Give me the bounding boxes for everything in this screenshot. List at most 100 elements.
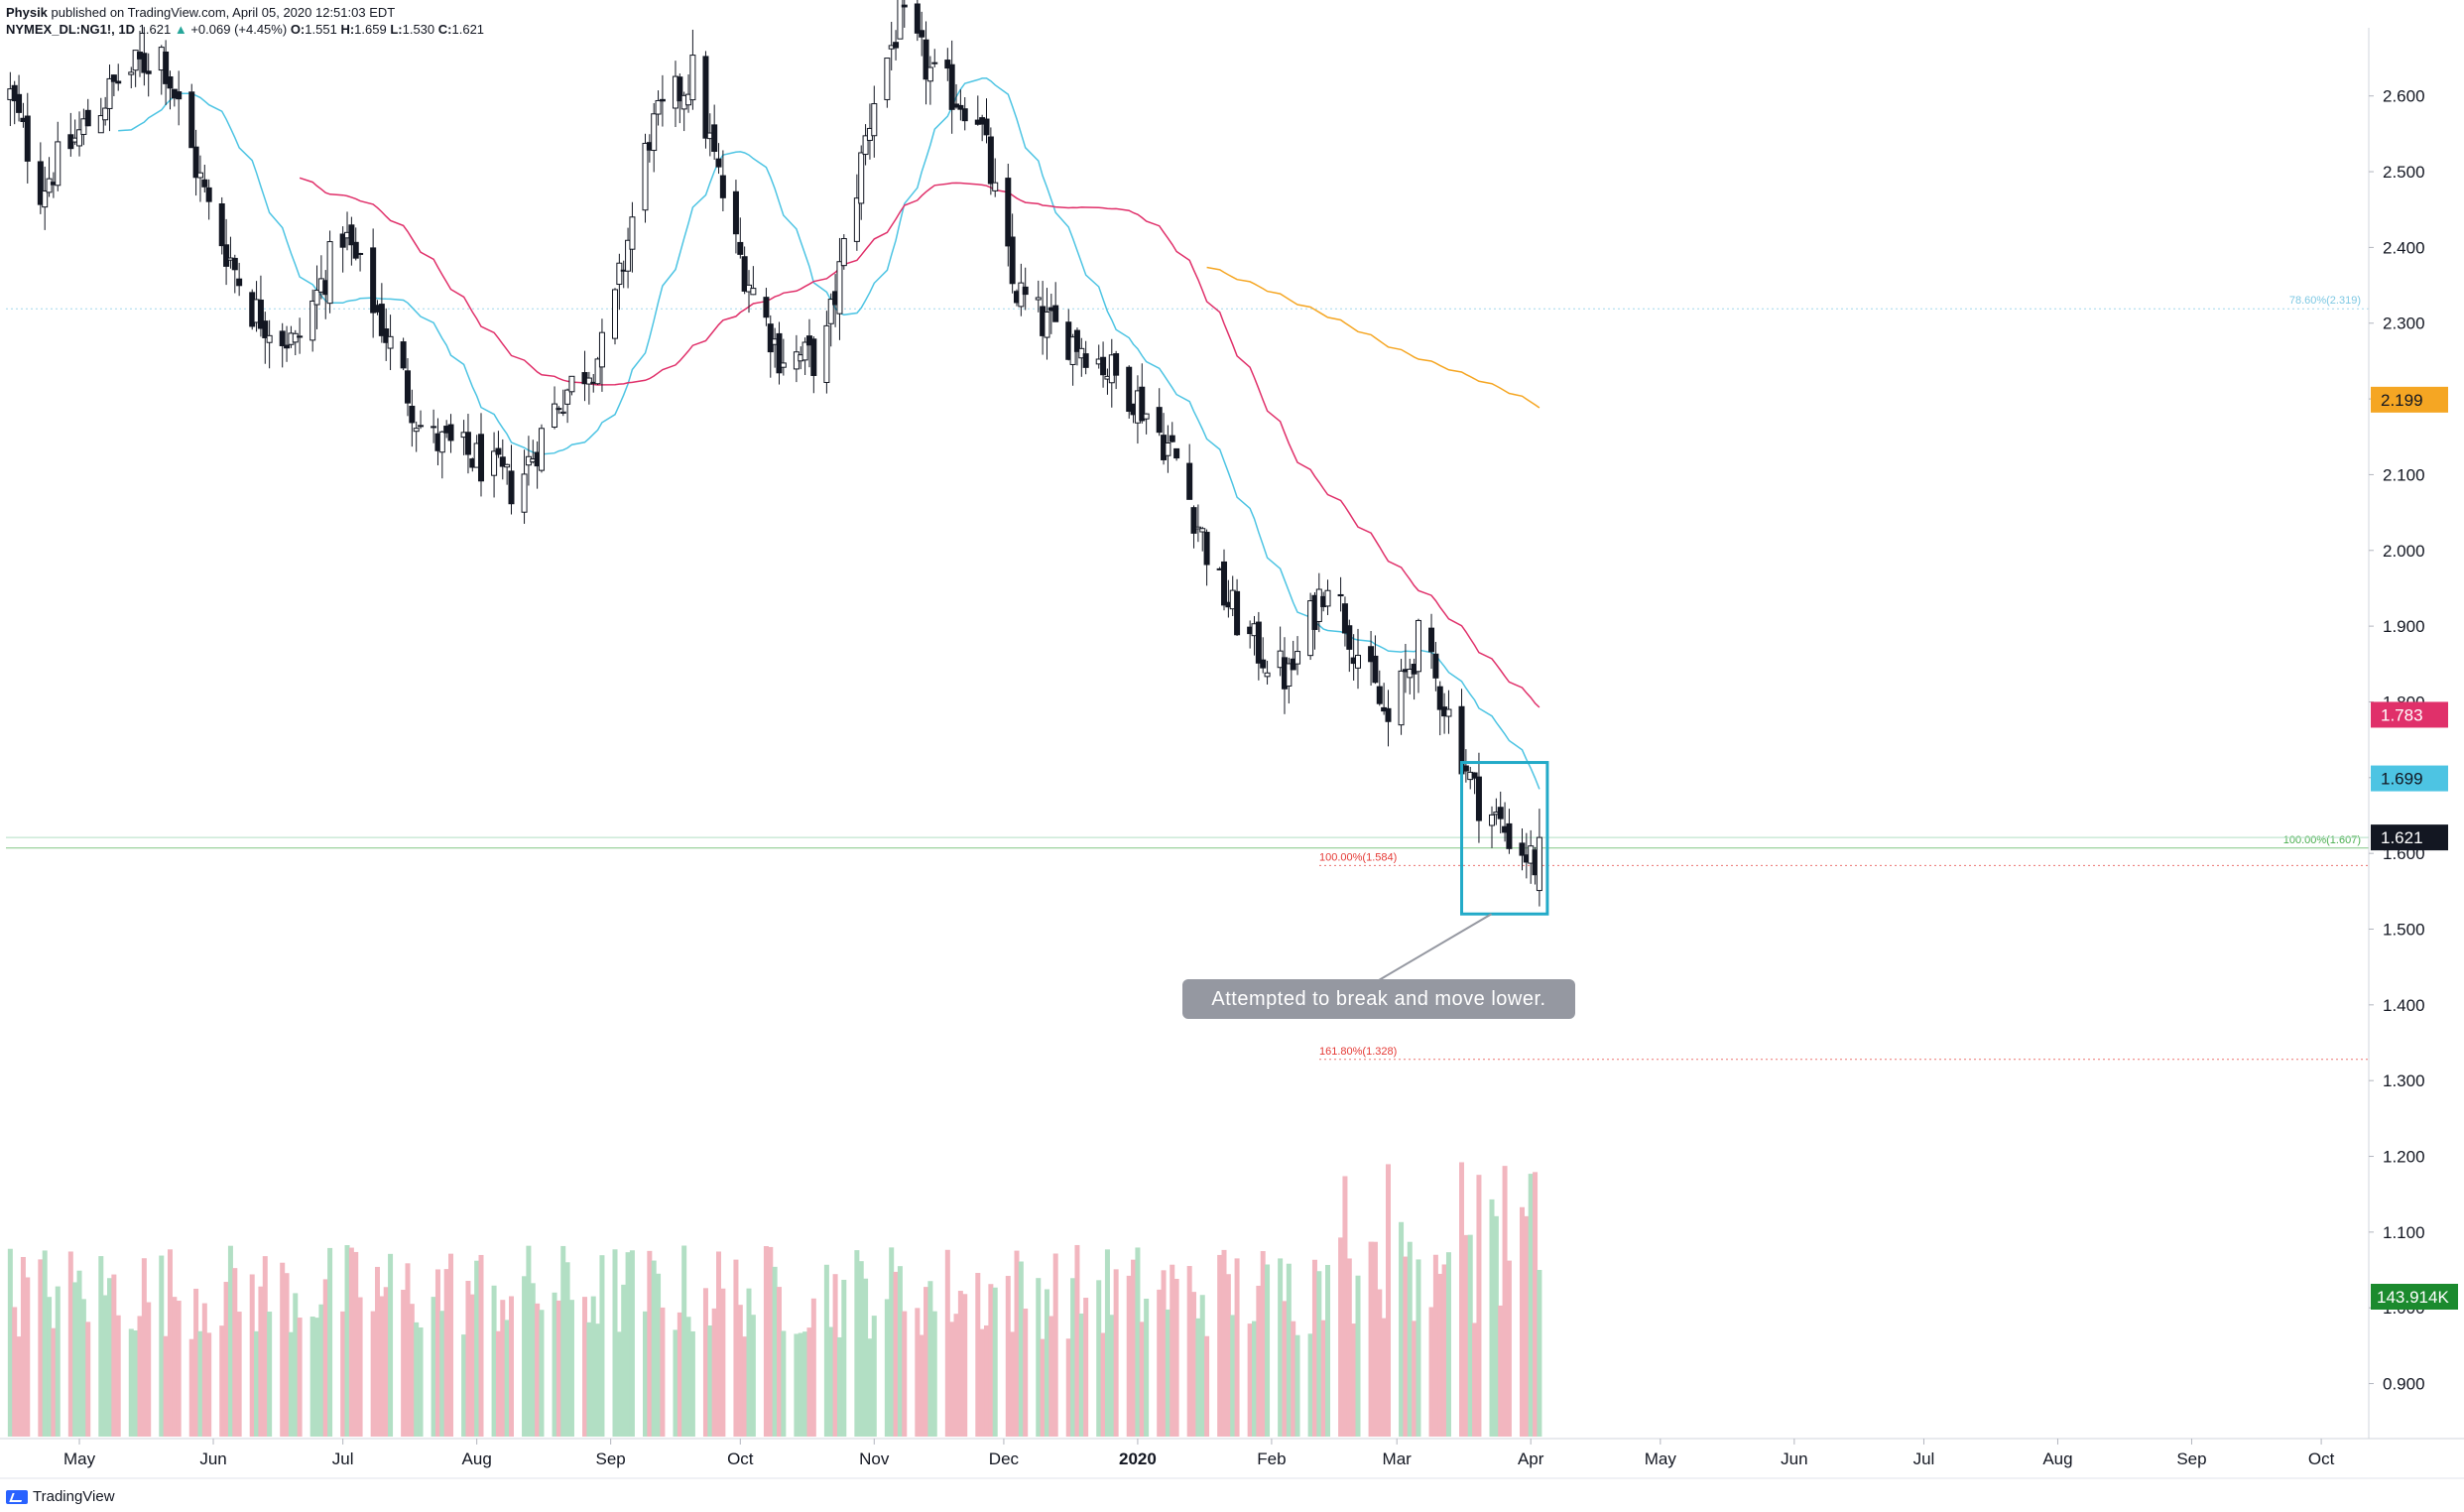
- candle-body: [923, 39, 929, 80]
- x-tick-label: Aug: [2042, 1449, 2072, 1468]
- candle-body: [568, 375, 575, 393]
- candle-body: [776, 332, 783, 374]
- candle-body: [853, 197, 860, 242]
- candle-body: [1078, 347, 1085, 359]
- candle-body: [594, 358, 601, 385]
- volume-bar: [418, 1327, 424, 1437]
- candle-body: [1173, 447, 1180, 459]
- candle-body: [339, 233, 346, 248]
- y-tick-label: 1.400: [2383, 996, 2425, 1015]
- volume-bar: [707, 1324, 713, 1437]
- candle-body: [914, 3, 921, 34]
- volume-bar: [314, 1318, 320, 1437]
- volume-bar: [72, 1282, 78, 1437]
- volume-bar: [42, 1250, 48, 1437]
- close-label: C:: [437, 22, 452, 37]
- volume-bar: [469, 1294, 475, 1437]
- candle-body: [145, 70, 152, 74]
- volume-bar: [1195, 1318, 1201, 1437]
- candle-body: [1005, 178, 1012, 247]
- candles[interactable]: [7, 0, 1542, 907]
- candle-body: [196, 172, 203, 179]
- candle-body: [1415, 619, 1421, 673]
- candle-body: [1294, 651, 1301, 665]
- y-tick-label: 1.100: [2383, 1223, 2425, 1242]
- volume-bar: [80, 1299, 86, 1437]
- candle-body: [1234, 590, 1241, 636]
- x-tick-label: Nov: [859, 1449, 890, 1468]
- candle-body: [1186, 462, 1193, 500]
- annotation-box[interactable]: [1378, 761, 1549, 981]
- volume-bar: [1407, 1241, 1413, 1437]
- volume-bar: [927, 1281, 933, 1437]
- candle-body: [163, 51, 170, 84]
- author-name[interactable]: Physik: [6, 5, 48, 20]
- volume-bar: [702, 1288, 708, 1437]
- candle-body: [176, 91, 183, 100]
- volume-bar: [1044, 1289, 1049, 1437]
- candle-body: [715, 158, 722, 168]
- candle-body: [1489, 814, 1496, 826]
- volume-bar: [552, 1292, 557, 1437]
- volume-bar: [434, 1269, 440, 1437]
- candle-body: [1376, 686, 1383, 704]
- volume-bar: [1096, 1280, 1102, 1437]
- candle-body: [598, 331, 605, 368]
- volume-bar: [1432, 1254, 1438, 1437]
- candle-body: [292, 332, 299, 343]
- y-tick-label: 1.200: [2383, 1148, 2425, 1167]
- candle-body: [326, 241, 333, 305]
- candle-body: [438, 431, 445, 453]
- volume-bar: [763, 1246, 769, 1437]
- volume-bar: [535, 1303, 541, 1437]
- volume-bar: [1225, 1274, 1231, 1437]
- volume-bar: [288, 1331, 294, 1437]
- volume-bar: [1165, 1309, 1170, 1437]
- volume-bar: [677, 1312, 682, 1437]
- volume-bar: [107, 1278, 113, 1437]
- volume-bar: [176, 1301, 182, 1437]
- volume-bar: [1191, 1292, 1197, 1437]
- candle-body: [1264, 672, 1271, 678]
- x-tick-label: Sep: [596, 1449, 626, 1468]
- open-value: 1.551: [305, 22, 337, 37]
- volume-bar: [267, 1312, 273, 1437]
- volume-bar: [810, 1298, 816, 1437]
- volume-bar: [979, 1328, 985, 1437]
- price-change: +0.069 (+4.45%): [190, 22, 288, 37]
- volume-bar: [293, 1293, 299, 1437]
- volume-bar: [1278, 1258, 1284, 1437]
- candle-body: [1462, 765, 1469, 772]
- volume-bar: [660, 1307, 666, 1437]
- candle-body: [1368, 646, 1375, 663]
- candle-body: [1100, 356, 1107, 376]
- volume-bar: [353, 1251, 359, 1437]
- annotation-callout[interactable]: Attempted to break and move lower.: [1182, 979, 1575, 1019]
- volume-bar: [1199, 1295, 1205, 1437]
- candle-body: [383, 328, 390, 343]
- candle-body: [313, 289, 320, 306]
- candle-body: [750, 288, 757, 296]
- chart-header: Physik published on TradingView.com, Apr…: [6, 4, 1791, 38]
- volume-bar: [51, 1327, 57, 1437]
- volume-bar: [836, 1336, 842, 1437]
- volume-bar: [236, 1312, 242, 1437]
- candle-body: [1286, 663, 1293, 687]
- candle-body: [478, 434, 485, 482]
- volume-bar: [806, 1327, 812, 1437]
- footer-brand[interactable]: TradingView: [33, 1488, 115, 1505]
- candle-body: [552, 403, 558, 428]
- candle-body: [629, 216, 636, 250]
- volume-bar: [1173, 1278, 1179, 1437]
- callout-pointer: [1378, 913, 1493, 981]
- volume-bar: [530, 1283, 536, 1437]
- symbol-name[interactable]: NYMEX_DL:NG1!, 1D: [6, 22, 136, 37]
- volume-bar: [67, 1251, 73, 1437]
- fib-label: 161.80%(1.328): [1319, 1046, 1397, 1058]
- ma-slow-line: [1206, 266, 1540, 409]
- volume-bar: [1506, 1260, 1512, 1437]
- tradingview-logo-icon[interactable]: [6, 1489, 28, 1504]
- moving-averages: [118, 77, 1540, 790]
- volume-bar: [478, 1254, 484, 1437]
